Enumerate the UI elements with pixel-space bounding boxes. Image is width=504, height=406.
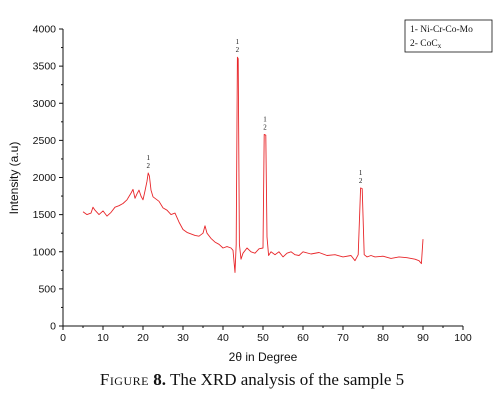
- x-tick-label: 60: [297, 332, 309, 344]
- y-tick-label: 3500: [33, 61, 57, 73]
- x-tick-label: 70: [337, 332, 349, 344]
- x-axis-label: 2θ in Degree: [229, 350, 298, 364]
- peak-label-phase-2: 2: [359, 177, 363, 185]
- peak-label-phase-1: 1: [263, 115, 267, 123]
- y-tick-label: 2000: [33, 172, 57, 184]
- x-tick-label: 80: [377, 332, 389, 344]
- x-tick-label: 0: [60, 332, 66, 344]
- legend-entry-1: 1- Ni-Cr-Co-Mo: [410, 25, 473, 35]
- x-tick-label: 40: [217, 332, 229, 344]
- peak-label-phase-2: 2: [263, 123, 267, 131]
- legend-entry-2-subscript: x: [438, 42, 442, 50]
- y-tick-label: 0: [50, 321, 56, 333]
- caption-number: 8.: [153, 370, 166, 389]
- x-tick-label: 90: [417, 332, 429, 344]
- x-tick-label: 30: [177, 332, 189, 344]
- legend-box: [404, 19, 493, 53]
- figure-caption: Figure 8. The XRD analysis of the sample…: [0, 370, 504, 390]
- chart-series: [82, 56, 424, 273]
- xrd-chart: 0 10 20 30 40 50 60 70 80 90 100050010001500200025…: [7, 19, 493, 364]
- y-tick-label: 2500: [33, 135, 57, 147]
- x-tick-label: 50: [257, 332, 269, 344]
- caption-text: The XRD analysis of the sample 5: [169, 370, 405, 389]
- chart-axes: [62, 29, 463, 327]
- peak-label-phase-1: 1: [146, 154, 150, 162]
- caption-prefix: Figure: [99, 370, 149, 389]
- y-tick-label: 1000: [33, 246, 57, 258]
- legend-entry-2-label: 2- CoC: [410, 39, 438, 49]
- chart-ticks: 0 10 20 30 40 50 60 70 80 90 100050010001500200025…: [33, 24, 472, 345]
- y-tick-label: 4000: [33, 24, 57, 36]
- y-tick-label: 3000: [33, 98, 57, 110]
- legend-entry-2: 2- CoCx: [410, 39, 442, 50]
- y-tick-label: 500: [38, 283, 56, 295]
- x-tick-label: 10: [97, 332, 109, 344]
- peak-label-phase-1: 1: [359, 169, 363, 177]
- peak-label-phase-2: 2: [236, 46, 240, 54]
- x-tick-label: 20: [137, 332, 149, 344]
- xrd-series-line: [82, 56, 424, 273]
- peak-label-phase-1: 1: [236, 38, 240, 46]
- chart-legend: 1- Ni-Cr-Co-Mo 2- CoCx: [404, 19, 493, 53]
- y-axis-label: Intensity (a.u): [7, 142, 21, 215]
- x-tick-label: 100: [454, 332, 472, 344]
- peak-label-phase-2: 2: [146, 162, 150, 170]
- y-tick-label: 1500: [33, 209, 57, 221]
